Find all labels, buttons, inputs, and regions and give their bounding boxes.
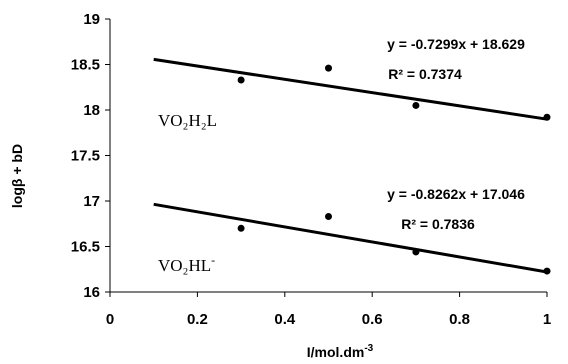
series-2-label-main: VO₂HL [158,256,211,275]
y-tick-label: 18.5 [71,57,100,74]
series-2-equation: y = -0.8262x + 17.046 [387,186,525,202]
series-2-trendline [153,202,548,274]
series-2-label: VO₂HL- [158,253,215,275]
series-1-label-main: VO₂H₂L [158,111,217,130]
y-ticks: 16 16.5 17 17.5 18 18.5 19 [71,11,110,301]
x-tick-label: 0 [106,311,114,328]
series-2-label-sup: - [211,253,215,267]
series-1-trendline [153,57,548,121]
y-tick-label: 19 [83,11,100,28]
y-axis-title: logβ + bD [9,144,25,208]
y-tick-label: 17 [83,193,100,210]
series-1-point [412,101,420,109]
x-tick-label: 0.2 [187,311,208,328]
x-tick-label: 0.8 [449,311,470,328]
series-1-point [543,113,551,121]
x-ticks: 0 0.2 0.4 0.6 0.8 1 [106,292,551,328]
series-2-point [325,212,332,220]
x-tick-label: 0.4 [274,311,296,328]
x-axis-title-main: I/mol.dm [307,344,365,360]
series-2-r2: R² = 0.7836 [401,216,475,232]
series-1-label: VO₂H₂L [158,111,217,130]
x-axis-title: I/mol.dm-3 [307,343,374,360]
y-tick-label: 17.5 [71,148,100,165]
y-tick-label: 16 [83,284,100,301]
series-1-equation: y = -0.7299x + 18.629 [387,36,525,52]
series-2-point [543,267,551,275]
series-1-point [325,64,332,72]
series-2-point [412,248,420,256]
series-1-r2: R² = 0.7374 [388,66,462,82]
y-tick-label: 16.5 [71,239,100,256]
x-tick-label: 0.6 [362,311,383,328]
series-1-point [237,76,245,84]
plot-area: 16 16.5 17 17.5 18 18.5 19 0 0.2 0.4 0.6 0.8 1 [71,11,551,328]
x-axis-title-sup: -3 [364,343,373,354]
x-tick-label: 1 [543,311,551,328]
series-2-point [237,224,245,232]
series-layer [153,57,551,275]
y-tick-label: 18 [83,102,100,119]
